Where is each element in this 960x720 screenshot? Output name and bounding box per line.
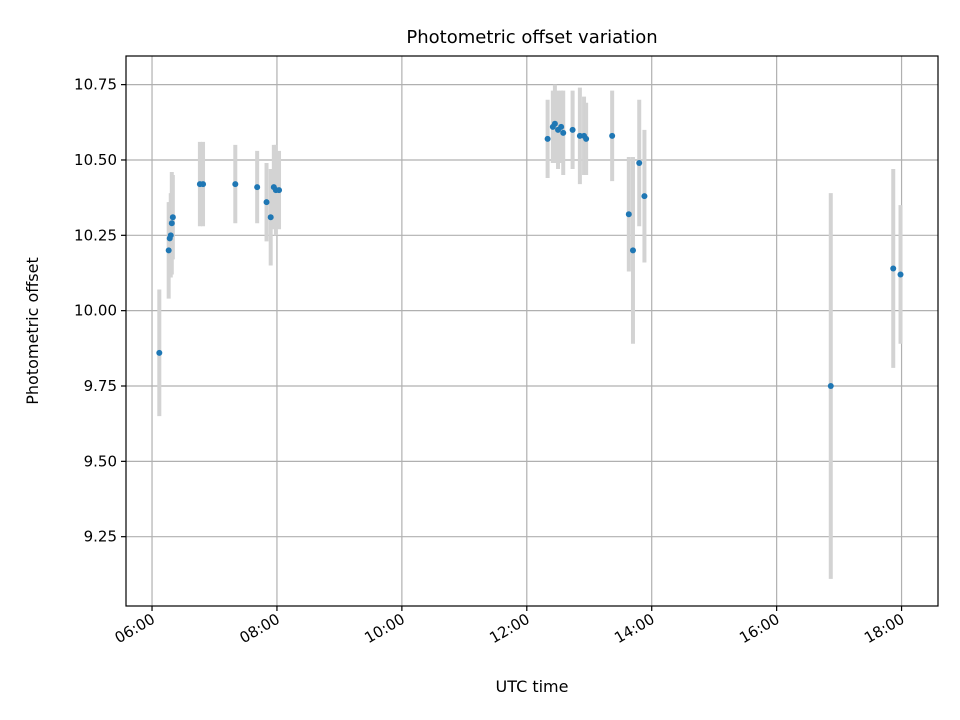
data-point xyxy=(168,220,175,227)
y-tick-label: 10.25 xyxy=(74,226,117,244)
data-point xyxy=(200,181,207,188)
data-point xyxy=(560,129,567,136)
y-tick-label: 9.25 xyxy=(84,528,117,546)
data-points xyxy=(156,120,904,389)
y-tick-label: 9.50 xyxy=(84,452,117,470)
plot-area xyxy=(126,56,938,606)
data-point xyxy=(267,214,274,221)
data-point xyxy=(232,181,239,188)
y-tick-label: 10.00 xyxy=(74,302,117,320)
plot-frame xyxy=(125,55,939,607)
data-point xyxy=(583,135,590,142)
data-point xyxy=(897,271,904,278)
data-point xyxy=(544,135,551,142)
data-point xyxy=(641,193,648,200)
data-point xyxy=(827,383,834,389)
data-point xyxy=(156,349,163,356)
y-axis-label: Photometric offset xyxy=(23,257,42,405)
data-point xyxy=(263,199,270,206)
data-point xyxy=(569,126,576,133)
data-point xyxy=(167,232,174,239)
y-tick-label: 9.75 xyxy=(84,377,117,395)
data-point xyxy=(625,211,632,218)
grid-lines xyxy=(126,56,938,606)
data-point xyxy=(165,247,172,254)
data-point xyxy=(169,214,176,221)
data-point xyxy=(276,187,283,194)
chart-title: Photometric offset variation xyxy=(406,27,657,48)
x-axis-label: UTC time xyxy=(496,677,569,696)
y-axis: 9.25 9.50 9.75 10.00 10.25 10.50 10.75 xyxy=(74,76,126,546)
data-point xyxy=(636,159,643,166)
y-tick-label: 10.50 xyxy=(74,151,117,169)
data-point xyxy=(576,132,583,139)
data-point xyxy=(254,184,261,191)
data-point xyxy=(558,123,565,130)
data-point xyxy=(890,265,897,272)
data-point xyxy=(629,247,636,254)
y-tick-label: 10.75 xyxy=(74,76,117,94)
data-point xyxy=(551,120,558,127)
data-point xyxy=(609,132,616,139)
